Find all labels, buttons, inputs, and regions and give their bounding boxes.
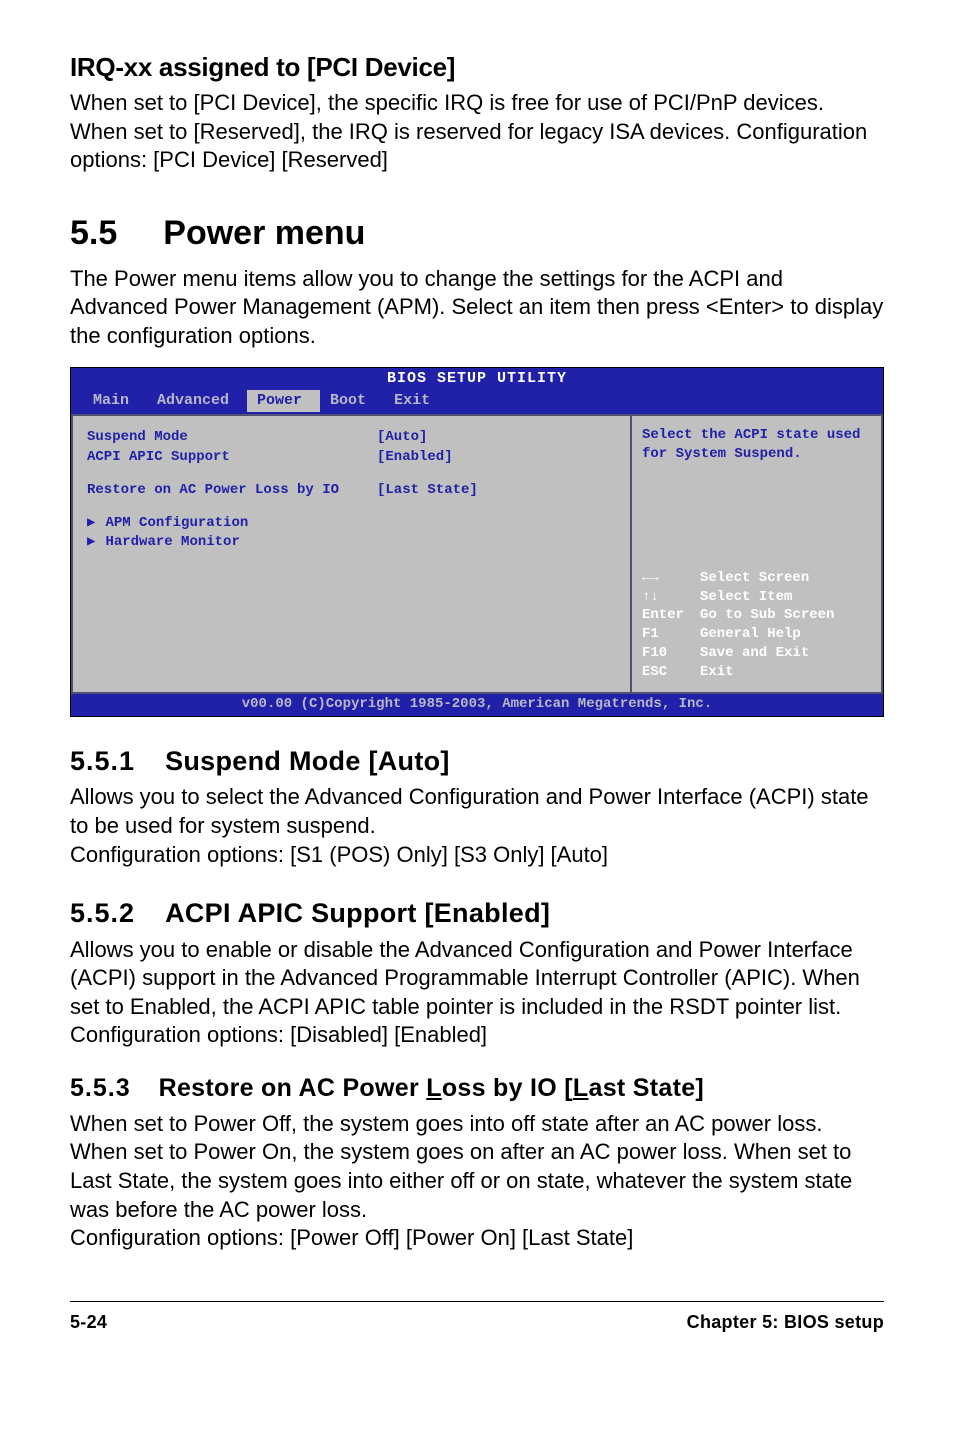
bios-tab-advanced[interactable]: Advanced — [147, 390, 247, 412]
triangle-right-icon: ▶ — [87, 534, 95, 550]
subsection-number: 5.5.3 — [70, 1072, 131, 1106]
s551-p2: Configuration options: [S1 (POS) Only] [… — [70, 841, 884, 870]
bios-value: [Last State] — [377, 481, 616, 500]
triangle-right-icon: ▶ — [87, 515, 95, 531]
bios-submenu-label: APM Configuration — [105, 515, 248, 531]
bios-right-panel: Select the ACPI state used for System Su… — [631, 414, 883, 694]
nav-text: Save and Exit — [700, 644, 809, 663]
subsection-number: 5.5.1 — [70, 743, 135, 779]
page-number: 5-24 — [70, 1310, 107, 1334]
s553-p2: Configuration options: [Power Off] [Powe… — [70, 1224, 884, 1253]
section-title: Power menu — [163, 211, 365, 257]
bios-tab-power[interactable]: Power — [247, 390, 320, 412]
s553-p1: When set to Power Off, the system goes i… — [70, 1110, 884, 1224]
bios-tabs: Main Advanced Power Boot Exit — [71, 390, 883, 414]
bios-tab-exit[interactable]: Exit — [384, 390, 448, 412]
bios-nav-help: ←→Select Screen ↑↓Select Item EnterGo to… — [642, 569, 871, 682]
nav-key: ←→ — [642, 569, 700, 588]
nav-key: Enter — [642, 606, 700, 625]
subsection-title: Restore on AC Power Loss by IO [Last Sta… — [159, 1072, 704, 1106]
nav-text: Select Item — [700, 588, 792, 607]
nav-key: F1 — [642, 625, 700, 644]
bios-label: Restore on AC Power Loss by IO — [87, 481, 377, 500]
nav-text: Go to Sub Screen — [700, 606, 834, 625]
irq-body: When set to [PCI Device], the specific I… — [70, 89, 884, 175]
bios-help-text: Select the ACPI state used for System Su… — [642, 426, 871, 464]
section-5-5-intro: The Power menu items allow you to change… — [70, 265, 884, 351]
irq-heading: IRQ-xx assigned to [PCI Device] — [70, 50, 884, 85]
page-footer: 5-24 Chapter 5: BIOS setup — [70, 1301, 884, 1334]
subsection-title: ACPI APIC Support [Enabled] — [165, 895, 550, 931]
bios-row-acpi[interactable]: ACPI APIC Support [Enabled] — [87, 448, 616, 467]
underlined-letter: L — [573, 1074, 589, 1102]
bios-value: [Auto] — [377, 428, 616, 447]
nav-text: Select Screen — [700, 569, 809, 588]
bios-value: [Enabled] — [377, 448, 616, 467]
bios-left-panel: Suspend Mode [Auto] ACPI APIC Support [E… — [71, 414, 631, 694]
nav-text: General Help — [700, 625, 801, 644]
title-part: Restore on AC Power — [159, 1074, 427, 1102]
subsection-5-5-1-header: 5.5.1 Suspend Mode [Auto] — [70, 743, 884, 779]
subsection-number: 5.5.2 — [70, 895, 135, 931]
section-5-5-header: 5.5 Power menu — [70, 211, 884, 257]
bios-label: ACPI APIC Support — [87, 448, 377, 467]
bios-row-suspend[interactable]: Suspend Mode [Auto] — [87, 428, 616, 447]
subsection-title: Suspend Mode [Auto] — [165, 743, 450, 779]
bios-body: Suspend Mode [Auto] ACPI APIC Support [E… — [71, 414, 883, 694]
chapter-label: Chapter 5: BIOS setup — [687, 1310, 884, 1334]
underlined-letter: L — [426, 1074, 442, 1102]
nav-key: ↑↓ — [642, 588, 700, 607]
bios-copyright: v00.00 (C)Copyright 1985-2003, American … — [71, 694, 883, 716]
nav-key: F10 — [642, 644, 700, 663]
bios-row-restore[interactable]: Restore on AC Power Loss by IO [Last Sta… — [87, 481, 616, 500]
bios-screenshot: BIOS SETUP UTILITY Main Advanced Power B… — [70, 367, 884, 717]
bios-submenu-apm[interactable]: ▶ APM Configuration — [87, 514, 616, 533]
bios-tab-main[interactable]: Main — [83, 390, 147, 412]
title-part: oss by IO [ — [442, 1074, 573, 1102]
bios-tab-boot[interactable]: Boot — [320, 390, 384, 412]
subsection-5-5-3-header: 5.5.3 Restore on AC Power Loss by IO [La… — [70, 1072, 884, 1106]
bios-title: BIOS SETUP UTILITY — [71, 368, 883, 390]
title-part: ast State] — [589, 1074, 705, 1102]
section-number: 5.5 — [70, 211, 117, 257]
s551-p1: Allows you to select the Advanced Config… — [70, 783, 884, 840]
bios-submenu-label: Hardware Monitor — [105, 534, 239, 550]
nav-text: Exit — [700, 663, 734, 682]
nav-key: ESC — [642, 663, 700, 682]
s552-body: Allows you to enable or disable the Adva… — [70, 936, 884, 1050]
subsection-5-5-2-header: 5.5.2 ACPI APIC Support [Enabled] — [70, 895, 884, 931]
bios-label: Suspend Mode — [87, 428, 377, 447]
bios-submenu-hw[interactable]: ▶ Hardware Monitor — [87, 533, 616, 552]
